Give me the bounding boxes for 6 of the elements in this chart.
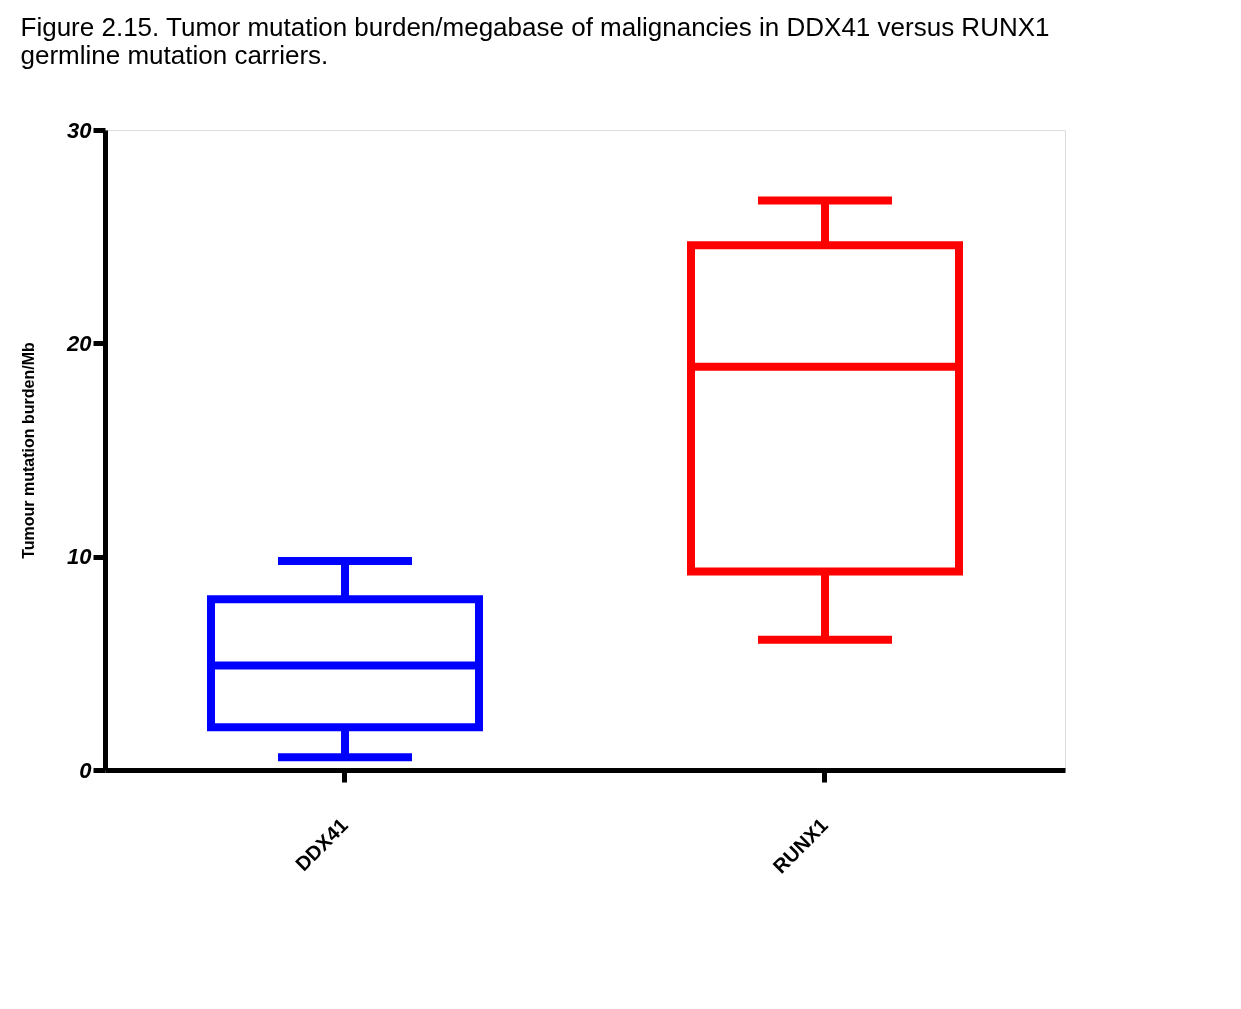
y-tick-label: 30 [67,117,93,143]
y-tick-label: 0 [79,757,93,783]
y-tick-label: 10 [67,544,93,570]
y-tick-label: 20 [66,330,93,356]
chart-title: Figure 2.15. Tumor mutation burden/megabase of malignancies in DDX41 versus RUNX1 germline mutation carriers. [20,12,1050,70]
y-axis-title: Tumour mutation burden/Mb [20,341,38,559]
